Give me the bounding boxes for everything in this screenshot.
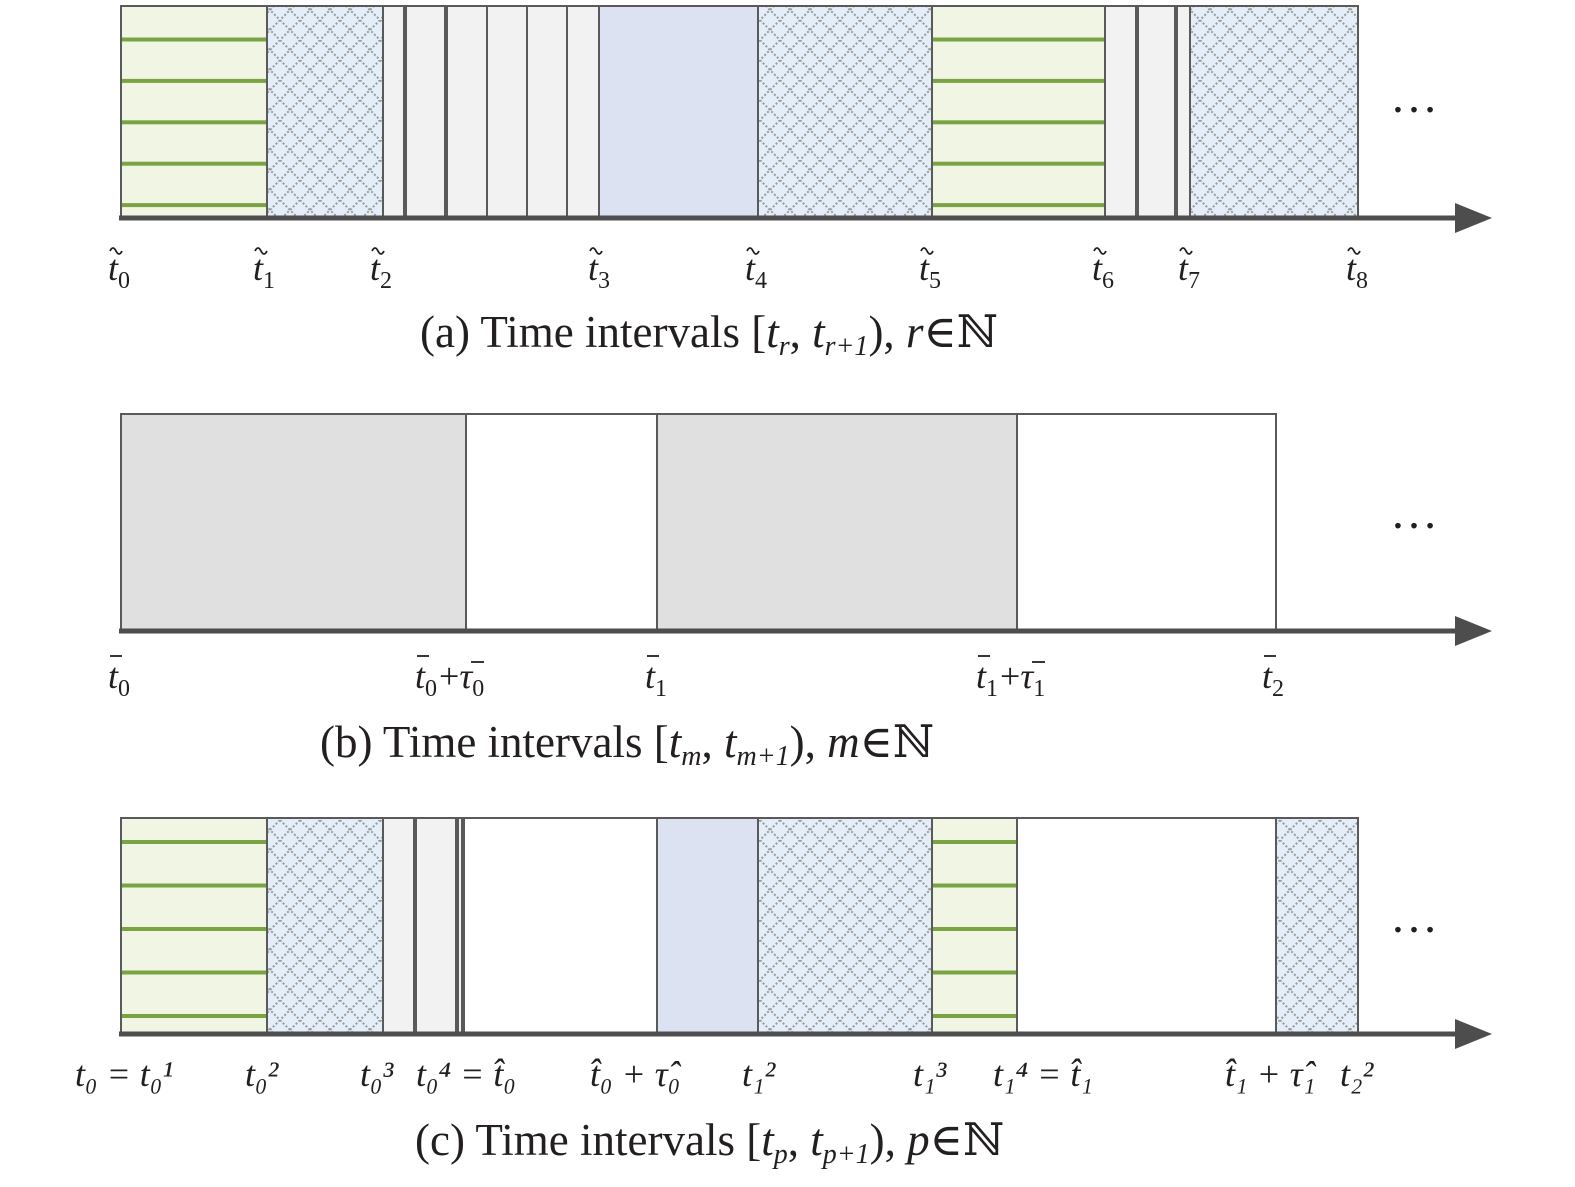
segment-white xyxy=(1016,413,1277,632)
tick-label: t4 xyxy=(745,247,767,294)
panel-c: … t₀ = t₀¹ t₀² t₀³ t₀⁴ = t̂₀ t̂₀ + τ̂₀ t₁² t₁³… xyxy=(75,817,1492,1170)
segment-light-blocks xyxy=(382,5,600,219)
segment-hatched xyxy=(266,817,384,1035)
tick-label: t1+τ1 xyxy=(976,655,1045,702)
svg-text:t2: t2 xyxy=(1262,656,1284,702)
tick-labels: t0 t0+τ0 t1 t1+τ1 t2 xyxy=(108,655,1284,702)
segment-hatched xyxy=(1189,5,1359,219)
tick-label: t8 xyxy=(1346,247,1368,294)
axis-arrowhead xyxy=(1455,1019,1492,1049)
svg-text:t1: t1 xyxy=(645,656,667,702)
svg-text:t0: t0 xyxy=(108,248,130,294)
tick-label: t̂₁ + τ̂₁ xyxy=(1225,1054,1317,1094)
caption-a: (a) Time intervals [tr, tr+1), r∈ℕ xyxy=(420,307,998,362)
tick-labels: t0 t1 t2 t3 t4 t5 t6 t7 t8 xyxy=(108,247,1368,294)
tick-label: t2 xyxy=(1262,655,1284,702)
ellipsis: … xyxy=(1390,70,1442,123)
axis-arrowhead xyxy=(1455,616,1492,646)
svg-text:t1+τ1: t1+τ1 xyxy=(976,656,1045,702)
segment-light-blocks xyxy=(1104,5,1191,219)
segment-white xyxy=(465,413,658,632)
tick-label: t₂² xyxy=(1340,1054,1375,1094)
segment-stripes xyxy=(931,817,1018,1035)
tick-label: t₁² xyxy=(742,1054,777,1094)
segment-stripes xyxy=(120,5,268,219)
segment-gray xyxy=(120,413,467,632)
tick-label: t5 xyxy=(919,247,941,294)
tick-label: t6 xyxy=(1092,247,1114,294)
svg-text:t8: t8 xyxy=(1346,248,1368,294)
tick-labels: t₀ = t₀¹ t₀² t₀³ t₀⁴ = t̂₀ t̂₀ + τ̂₀ t₁² t₁³ t₁… xyxy=(75,1054,1375,1094)
tick-label: t₁⁴ = t̂₁ xyxy=(993,1054,1093,1094)
ellipsis: … xyxy=(1390,486,1442,539)
tilde-accent xyxy=(1093,247,1107,255)
tilde-accent xyxy=(920,247,934,255)
svg-text:t5: t5 xyxy=(919,248,941,294)
tick-label: t₁³ xyxy=(913,1054,948,1094)
tilde-accent xyxy=(109,247,123,255)
tick-label: t2 xyxy=(370,247,392,294)
svg-text:t1: t1 xyxy=(253,248,275,294)
segment-hatched xyxy=(266,5,384,219)
tick-label: t₀ = t₀¹ xyxy=(75,1054,173,1094)
svg-text:t7: t7 xyxy=(1178,248,1200,294)
caption-b: (b) Time intervals [tm, tm+1), m∈ℕ xyxy=(320,717,934,772)
tick-label: t7 xyxy=(1178,247,1200,294)
tick-label: t̂₀ + τ̂₀ xyxy=(590,1054,682,1094)
svg-text:t4: t4 xyxy=(745,248,767,294)
svg-text:t6: t6 xyxy=(1092,248,1114,294)
panel-a: … t0 t1 t2 t3 t4 t5 t6 t7 t8 (a) Time intervals … xyxy=(108,5,1492,362)
svg-text:t3: t3 xyxy=(588,248,610,294)
tilde-accent xyxy=(746,247,760,255)
tilde-accent xyxy=(254,247,268,255)
segment-hatched xyxy=(757,5,933,219)
svg-text:t2: t2 xyxy=(370,248,392,294)
tick-label: t₀² xyxy=(245,1054,280,1094)
axis-arrowhead xyxy=(1455,203,1492,233)
segment-hatched xyxy=(1275,817,1359,1035)
ellipsis: … xyxy=(1390,890,1442,943)
tick-label: t0 xyxy=(108,247,130,294)
segment-hatched xyxy=(757,817,933,1035)
tick-label: t1 xyxy=(645,655,667,702)
segment-stripes xyxy=(120,817,268,1035)
tilde-accent xyxy=(371,247,385,255)
segment-lavender xyxy=(598,5,759,219)
tick-label: t₀⁴ = t̂₀ xyxy=(416,1054,516,1094)
caption-c: (c) Time intervals [tp, tp+1), p∈ℕ xyxy=(415,1115,1004,1170)
tilde-accent xyxy=(1347,247,1361,255)
tick-label: t3 xyxy=(588,247,610,294)
segment-light-blocks xyxy=(382,817,463,1035)
panel-b: … t0 t0+τ0 t1 t1+τ1 t2 (b) Time intervals [t… xyxy=(108,413,1492,772)
tick-label: t1 xyxy=(253,247,275,294)
segment-white xyxy=(1016,817,1277,1035)
tilde-accent xyxy=(1179,247,1193,255)
segment-gray xyxy=(656,413,1018,632)
tick-label: t0+τ0 xyxy=(415,655,484,702)
svg-text:t0+τ0: t0+τ0 xyxy=(415,656,484,702)
tick-label: t₀³ xyxy=(360,1054,395,1094)
segment-white xyxy=(463,817,658,1035)
svg-text:t0: t0 xyxy=(108,656,130,702)
segment-stripes xyxy=(931,5,1106,219)
tilde-accent xyxy=(589,247,603,255)
segment-lavender xyxy=(656,817,759,1035)
tick-label: t0 xyxy=(108,655,130,702)
